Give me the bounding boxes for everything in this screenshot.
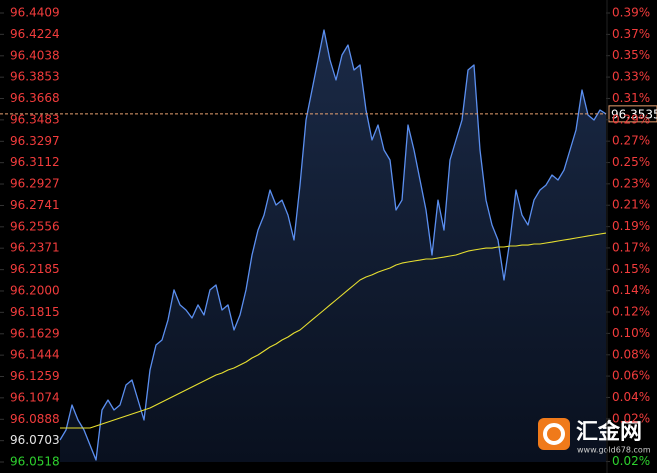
y-tick-label: 96.2927	[10, 177, 60, 191]
y-tick-label: 96.3112	[10, 155, 60, 169]
y-tick-label: 96.3297	[10, 134, 60, 148]
y-tick-label: 96.1815	[10, 305, 60, 319]
y2-tick-label: 0.17%	[612, 240, 650, 254]
y-tick-label: 96.4409	[10, 6, 60, 20]
logo-icon	[538, 418, 570, 450]
price-line	[59, 29, 607, 461]
y-tick-label: 96.1259	[10, 369, 60, 383]
current-price-box	[608, 105, 657, 123]
y2-tick-label: 0.19%	[612, 219, 650, 233]
y2-tick-label: 0.27%	[612, 134, 650, 148]
y2-tick-label: 0.23%	[612, 176, 650, 190]
y2-tick-label: 0.08%	[612, 347, 650, 361]
y-tick-label: 96.4224	[10, 27, 60, 41]
y-tick-label: 96.0888	[10, 412, 60, 426]
y-tick-label: 96.3668	[10, 91, 60, 105]
y2-tick-label: 0.14%	[612, 283, 650, 297]
brand: 汇金网	[576, 419, 642, 445]
y-tick-label: 96.2741	[10, 198, 60, 212]
y2-tick-label: 0.12%	[612, 305, 650, 319]
y2-tick-label: 0.39%	[612, 6, 650, 20]
logo-glyph	[543, 423, 565, 445]
brand-url: www.gold678.com	[577, 446, 651, 455]
y-tick-label: 96.0703	[10, 433, 60, 447]
y-tick-label: 96.0518	[10, 455, 60, 469]
y-tick-label: 96.1444	[10, 348, 60, 362]
y2-tick-label: 0.35%	[612, 48, 650, 62]
y2-tick-label: 0.33%	[612, 70, 650, 84]
y-tick-label: 96.2556	[10, 219, 60, 233]
y2-tick-label: 0.31%	[612, 91, 650, 105]
y-tick-label: 96.2371	[10, 241, 60, 255]
y2-tick-label: 0.25%	[612, 155, 650, 169]
y2-tick-label: 0.29%	[612, 112, 650, 126]
y2-tick-label: 0.04%	[612, 390, 650, 404]
current-price-label: 96.3535	[611, 107, 657, 121]
average-line	[60, 232, 607, 429]
y-tick-label: 96.3853	[10, 70, 60, 84]
y2-tick-label: 0.10%	[612, 326, 650, 340]
y-tick-label: 96.2185	[10, 262, 60, 276]
y2-tick-label: 0.15%	[612, 262, 650, 276]
y-tick-label: 96.4038	[10, 48, 60, 62]
y-tick-label: 96.2000	[10, 283, 60, 297]
y2-tick-label: 0.37%	[612, 27, 650, 41]
y-tick-label: 96.1074	[10, 390, 60, 404]
y2-tick-label: 0.21%	[612, 198, 650, 212]
watermark: 汇金网 www.gold678.com	[538, 418, 651, 455]
y2-tick-label: 0.02%	[612, 454, 650, 468]
y2-tick-label: 0.06%	[612, 369, 650, 383]
y-tick-label: 96.1629	[10, 326, 60, 340]
y2-tick-label: 0.02%	[612, 411, 650, 425]
y-tick-label: 96.3483	[10, 112, 60, 126]
price-area	[60, 30, 606, 462]
